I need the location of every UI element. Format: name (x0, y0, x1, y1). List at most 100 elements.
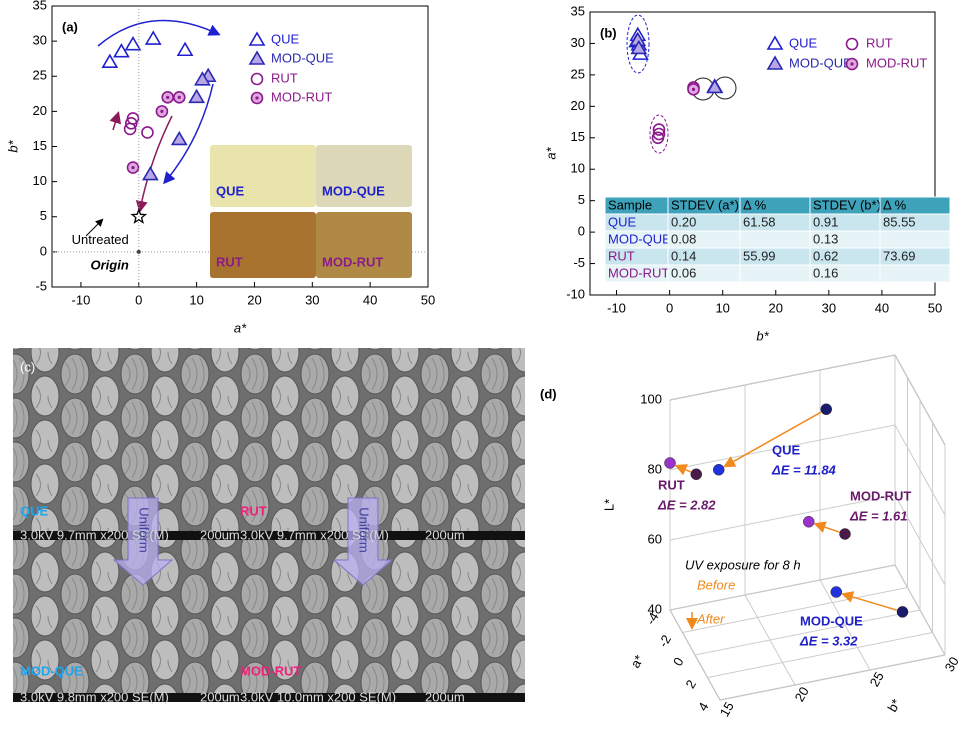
change-arrow (723, 411, 822, 468)
scale-text: 3.0kV 9.7mm x200 SE(M) (20, 527, 169, 542)
y-axis-label: a* (543, 146, 558, 159)
table-text: 73.69 (883, 248, 916, 263)
legend-after: After (696, 611, 725, 626)
legend-label: QUE (271, 31, 300, 46)
swatch-label: RUT (216, 254, 243, 269)
trend-arrow (163, 83, 214, 185)
y-tick-label: 20 (33, 103, 47, 118)
delta-e-label: ΔE = 3.32 (799, 633, 858, 648)
fabric-swatch (210, 145, 316, 207)
y-tick-label: 10 (571, 161, 585, 176)
z-tick-label: 80 (648, 461, 662, 476)
y-tick-label: 0 (40, 243, 47, 258)
scale-text: 3.0kV 10.0mm x200 SE(M) (240, 689, 396, 704)
marker-dot (850, 62, 854, 66)
legend-label: MOD-RUT (866, 55, 927, 70)
x-tick-label: -10 (72, 292, 91, 307)
delta-e-label: ΔE = 2.82 (657, 497, 716, 512)
table-cell (739, 264, 811, 283)
delta-e-label: ΔE = 11.84 (771, 462, 837, 477)
y-tick-label: 10 (33, 173, 47, 188)
marker (250, 72, 264, 86)
table-text: MOD-QUE (608, 231, 671, 246)
marker (248, 50, 266, 65)
table-text: RUT (608, 248, 635, 263)
sphere (664, 457, 676, 469)
x-tick-label: 0 (670, 655, 687, 669)
grid-line (669, 494, 896, 541)
x-tick-label: 4 (695, 700, 712, 714)
x-tick-label: 50 (421, 292, 435, 307)
cluster-outline (626, 14, 650, 74)
legend-label: RUT (271, 70, 298, 85)
plot-frame (589, 11, 936, 296)
table-cell (879, 230, 951, 249)
cluster-outline (649, 114, 669, 154)
scale-bar-text: 200um (425, 689, 465, 704)
marker-dot (691, 87, 696, 91)
scale-strip (13, 531, 525, 540)
swatch-label: MOD-QUE (322, 183, 385, 198)
y-tick-label: 15 (571, 129, 585, 144)
y-tick-label: 30 (33, 33, 47, 48)
legend-label: QUE (789, 35, 818, 50)
table-text: 55.99 (743, 248, 776, 263)
grid-line (669, 424, 896, 471)
change-arrow (813, 521, 840, 533)
fabric-swatch (316, 212, 412, 278)
sphere (896, 606, 909, 618)
x-tick-label: 30 (305, 292, 319, 307)
legend-label: RUT (866, 35, 893, 50)
sphere (839, 528, 851, 540)
x-tick-label: 0 (135, 292, 142, 307)
y-tick-label: 25 (33, 68, 47, 83)
marker (144, 30, 162, 45)
x-tick-label: 0 (666, 300, 673, 315)
grid-line (669, 354, 896, 401)
legend-before: Before (697, 577, 735, 592)
x-tick-label: 20 (247, 292, 261, 307)
table-text: 85.55 (883, 214, 916, 229)
x-tick-label: -2 (655, 632, 674, 650)
x-tick-label: 40 (363, 292, 377, 307)
sphere (820, 403, 832, 415)
x-tick-label: -10 (607, 300, 626, 315)
grid-line (707, 632, 933, 678)
table-text: QUE (608, 214, 637, 229)
marker (141, 126, 154, 139)
delta-e-label: ΔE = 1.61 (849, 508, 908, 523)
marker (248, 31, 266, 46)
group-label: MOD-QUE (800, 613, 863, 628)
trend-arrow (97, 19, 221, 47)
table-text: 61.58 (743, 214, 776, 229)
y-tick-label: -10 (566, 286, 585, 301)
y-tick-label: 35 (33, 0, 47, 12)
y-tick-label: 15 (33, 138, 47, 153)
x-tick-label: 20 (769, 300, 783, 315)
table-text: 0.16 (813, 265, 838, 280)
annotation: Untreated (72, 232, 129, 247)
sphere (803, 516, 815, 528)
z-tick-label: 40 (648, 601, 662, 616)
table-text: 0.06 (671, 265, 696, 280)
y-axis-label: b* (5, 139, 20, 152)
block-arrow (112, 497, 174, 586)
change-arrow (841, 591, 897, 611)
panel-label: (c) (20, 359, 35, 374)
sample-label: MOD-QUE (20, 663, 83, 678)
y-axis-label: b* (885, 696, 904, 714)
marker-dot (177, 95, 181, 99)
z-axis-label: L* (601, 499, 616, 511)
panel-label: (a) (62, 19, 78, 34)
sphere (830, 586, 842, 598)
swatch-label: MOD-RUT (322, 254, 383, 269)
marker-dot (131, 165, 135, 170)
scale-strip (13, 693, 525, 702)
panel-label: (b) (600, 25, 617, 40)
y-tick-label: 25 (867, 669, 887, 689)
marker-dot (160, 109, 164, 113)
table-text: 0.14 (671, 248, 696, 263)
